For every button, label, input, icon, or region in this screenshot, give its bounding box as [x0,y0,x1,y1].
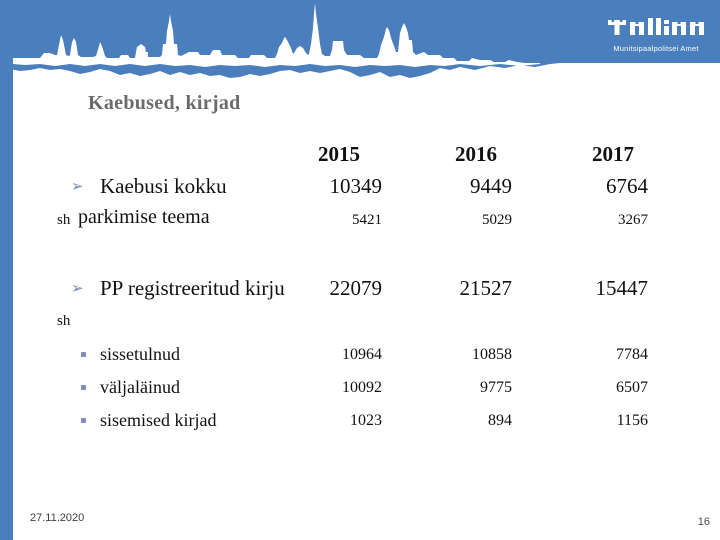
footer-date: 27.11.2020 [30,512,85,524]
cell-kaebusi-2017: 6764 [606,174,648,198]
dot-bullet-icon [81,385,86,390]
tallinn-logo: Munitsipaalpolitsei Amet [600,17,712,53]
row-label-valjalainud: väljaläinud [100,377,180,397]
cell-sissetulnud-2015: 10964 [342,346,382,363]
cell-pp-2015: 22079 [329,276,383,300]
cell-sisemised-2017: 1156 [616,412,648,429]
cell-sisemised-2015: 1023 [350,412,382,429]
cell-parkimine-2016: 5029 [482,212,512,228]
row-label-sisemised-kirjad: sisemised kirjad [100,410,217,430]
cell-parkimine-2017: 3267 [618,212,648,228]
dot-bullet-icon [81,352,86,357]
row-label-kaebusi-kokku: Kaebusi kokku [100,174,227,198]
cell-kaebusi-2015: 10349 [329,174,383,198]
cell-sisemised-2016: 894 [488,412,512,429]
cell-kaebusi-2016: 9449 [470,174,512,198]
row-prefix-sh: sh [57,212,71,228]
tallinn-skyline-silhouette [13,3,540,67]
row-label-sissetulnud: sissetulnud [100,344,181,364]
cell-valjalainud-2016: 9775 [480,379,512,396]
cell-valjalainud-2017: 6507 [616,379,648,396]
year-header-2015: 2015 [318,142,360,166]
dot-bullet-icon [81,418,86,423]
row-label-sh: sh [57,313,71,329]
tallinn-logo-icon [608,18,704,35]
cell-valjalainud-2015: 10092 [342,379,382,396]
row-label-pp-registreeritud: PP registreeritud kirju [100,276,285,300]
arrow-bullet-icon: ➢ [71,279,84,297]
cell-sissetulnud-2017: 7784 [616,346,648,363]
arrow-bullet-icon: ➢ [71,177,84,195]
page-number: 16 [697,516,710,528]
logo-subtitle: Munitsipaalpolitsei Amet [613,44,699,53]
cell-pp-2016: 21527 [459,276,513,300]
row-label-parkimise-teema: parkimise teema [78,206,210,228]
year-header-2016: 2016 [455,142,497,166]
cell-pp-2017: 15447 [595,276,649,300]
cell-sissetulnud-2016: 10858 [472,346,512,363]
header-banner [0,0,720,78]
year-header-2017: 2017 [592,142,634,166]
page-title: Kaebused, kirjad [88,92,241,114]
cell-parkimine-2015: 5421 [352,212,382,228]
left-accent-bar [0,0,13,540]
